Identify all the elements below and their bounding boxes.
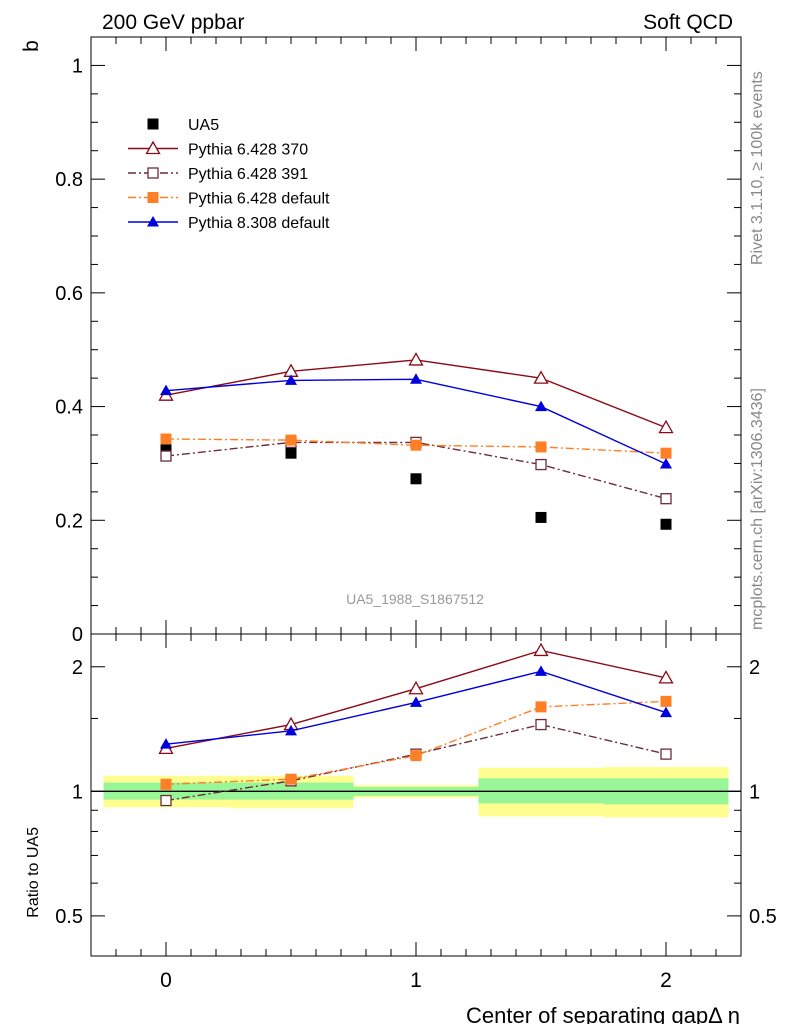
header-right: Soft QCD bbox=[643, 11, 733, 34]
main-data-point bbox=[160, 450, 172, 462]
main-series-line bbox=[165, 378, 667, 465]
ratio-data-point bbox=[408, 680, 424, 695]
ratio-data-point bbox=[410, 750, 422, 762]
ratio-y-axis-label: Ratio to UA5 bbox=[25, 827, 42, 918]
ratio-y-tick-label: 1 bbox=[72, 781, 83, 803]
ratio-y-tick-label: 0.5 bbox=[55, 906, 83, 928]
x-axis-label: Center of separating gapΔ η bbox=[466, 1003, 740, 1024]
main-y-tick-label: 0.6 bbox=[55, 283, 83, 305]
legend-label: Pythia 8.308 default bbox=[188, 215, 330, 232]
main-data-point bbox=[660, 457, 672, 469]
main-data-point bbox=[160, 433, 172, 445]
ratio-y-tick-label-right: 1 bbox=[749, 781, 760, 803]
main-data-point bbox=[285, 434, 297, 446]
main-data-point bbox=[660, 493, 672, 505]
main-series-0 bbox=[160, 440, 672, 530]
main-series-3 bbox=[160, 433, 672, 459]
legend-entry: Pythia 6.428 default bbox=[128, 191, 330, 208]
main-y-tick-label: 0.4 bbox=[55, 397, 83, 419]
ratio-data-point bbox=[533, 642, 549, 657]
ratio-y-tick-label-right: 2 bbox=[749, 657, 760, 679]
ratio-data-point bbox=[660, 706, 672, 718]
legend-label: Pythia 6.428 370 bbox=[188, 142, 308, 159]
main-data-point bbox=[410, 439, 422, 451]
legend-marker bbox=[145, 140, 161, 155]
source-label: mcplots.cern.ch [arXiv:1306.3436] bbox=[749, 388, 766, 630]
main-data-point bbox=[660, 518, 672, 530]
main-y-tick-label: 0.2 bbox=[55, 510, 83, 532]
main-plot: 0 0.2 0.4 0.6 0.8 1 bbox=[55, 36, 742, 646]
main-data-point bbox=[285, 374, 297, 385]
ratio-data-point bbox=[160, 778, 172, 790]
legend-entry: Pythia 6.428 391 bbox=[128, 166, 308, 183]
main-series-line bbox=[165, 438, 667, 454]
ratio-data-point bbox=[535, 701, 547, 713]
main-series-line bbox=[165, 441, 667, 500]
ratio-data-point bbox=[410, 696, 422, 707]
legend-entry: Pythia 8.308 default bbox=[128, 215, 330, 232]
legend-entry: Pythia 6.428 370 bbox=[128, 140, 308, 159]
ratio-plot: 0.5 0.5 1 1 2 2 0 1 2 bbox=[55, 633, 777, 992]
main-data-point bbox=[160, 384, 172, 396]
main-y-tick-label: 0 bbox=[72, 624, 83, 646]
legend-marker bbox=[147, 118, 159, 130]
main-series-4 bbox=[160, 373, 672, 469]
main-series-1 bbox=[158, 352, 674, 434]
ratio-series-2 bbox=[160, 695, 672, 790]
legend-entry: UA5 bbox=[147, 117, 219, 134]
ratio-data-point bbox=[658, 670, 674, 684]
main-data-point bbox=[160, 440, 172, 452]
ratio-series-line bbox=[165, 723, 667, 802]
analysis-watermark: UA5_1988_S1867512 bbox=[346, 591, 484, 607]
ratio-data-point bbox=[285, 773, 297, 785]
ratio-data-point bbox=[660, 695, 672, 707]
legend-label: Pythia 6.428 default bbox=[188, 191, 330, 208]
main-data-point bbox=[408, 352, 424, 366]
ratio-series-3 bbox=[160, 665, 672, 749]
main-data-point bbox=[658, 419, 674, 434]
ratio-data-point bbox=[160, 794, 172, 807]
main-data-point bbox=[535, 511, 547, 523]
legend: UA5 Pythia 6.428 370 Pythia 6.428 391 Pythi… bbox=[128, 117, 330, 232]
main-y-tick-label: 0.8 bbox=[55, 169, 83, 191]
main-data-point bbox=[285, 447, 297, 459]
ratio-data-point bbox=[160, 738, 172, 749]
main-data-point bbox=[533, 370, 549, 384]
main-data-point bbox=[535, 441, 547, 453]
main-data-point bbox=[410, 473, 422, 485]
main-series-line bbox=[165, 359, 667, 429]
x-tick-label: 0 bbox=[160, 969, 172, 992]
ratio-y-tick-label: 2 bbox=[72, 657, 83, 679]
ratio-y-tick-label-right: 0.5 bbox=[749, 906, 777, 928]
legend-label: UA5 bbox=[188, 117, 219, 134]
x-tick-label: 1 bbox=[410, 969, 422, 992]
legend-marker bbox=[147, 167, 159, 179]
legend-label: Pythia 6.428 391 bbox=[188, 166, 308, 183]
legend-marker bbox=[147, 216, 159, 227]
main-y-axis-label: b bbox=[20, 40, 43, 52]
main-data-point bbox=[410, 373, 422, 384]
ratio-data-point bbox=[660, 748, 672, 760]
ratio-data-point bbox=[535, 665, 547, 676]
header-left: 200 GeV ppbar bbox=[102, 11, 244, 34]
legend-marker bbox=[147, 192, 159, 203]
rivet-version-label: Rivet 3.1.10, ≥ 100k events bbox=[749, 71, 766, 265]
main-data-point bbox=[535, 400, 547, 412]
main-data-point bbox=[660, 447, 672, 459]
main-y-tick-label: 1 bbox=[72, 55, 83, 77]
ratio-data-point bbox=[285, 724, 297, 736]
x-tick-label: 2 bbox=[660, 969, 672, 992]
ratio-data-point bbox=[535, 718, 547, 731]
main-data-point bbox=[535, 458, 547, 471]
